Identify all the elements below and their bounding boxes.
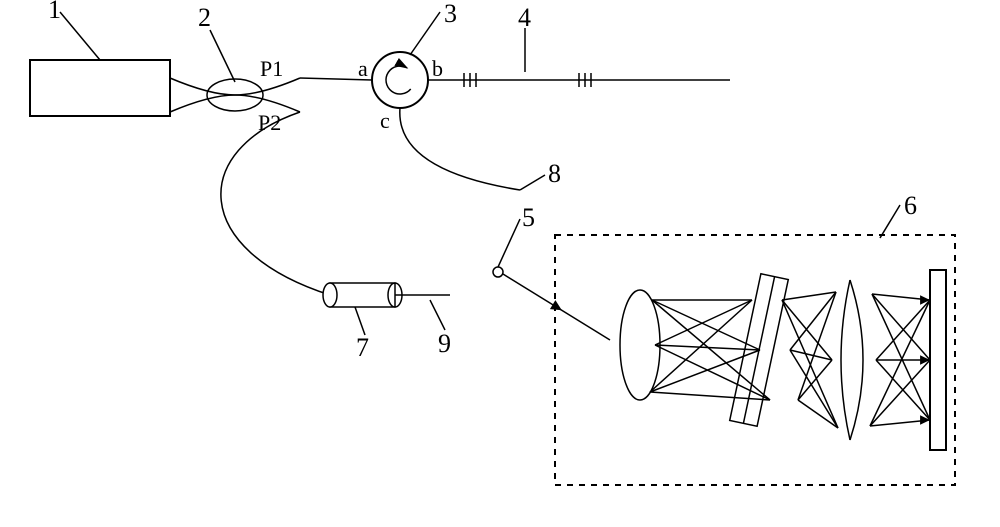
lens1	[620, 290, 660, 400]
label-n2: 2	[198, 3, 211, 32]
label-n3: 3	[444, 0, 457, 28]
label-c: c	[380, 108, 390, 133]
detector-array	[930, 270, 946, 450]
leader-n1	[60, 12, 100, 60]
lens2-right	[850, 280, 863, 440]
leader-n2	[210, 30, 235, 82]
collimator-tube	[330, 283, 395, 307]
circulator	[372, 52, 428, 108]
source-box	[30, 60, 170, 116]
leader-n3	[410, 12, 440, 55]
label-a: a	[358, 56, 368, 81]
label-n8: 8	[548, 159, 561, 188]
label-n7: 7	[356, 333, 369, 362]
lens2-left	[841, 280, 850, 440]
label-P1: P1	[260, 56, 283, 81]
fiber-p2	[221, 112, 330, 295]
label-n4: 4	[518, 3, 531, 32]
label-n1: 1	[48, 0, 61, 24]
label-n9: 9	[438, 329, 451, 358]
label-n6: 6	[904, 191, 917, 220]
sample-point	[493, 267, 503, 277]
label-P2: P2	[258, 110, 281, 135]
label-n5: 5	[522, 203, 535, 232]
fiber-port-c	[400, 108, 520, 190]
circulator-arrow-icon	[386, 66, 411, 94]
label-b: b	[432, 56, 443, 81]
